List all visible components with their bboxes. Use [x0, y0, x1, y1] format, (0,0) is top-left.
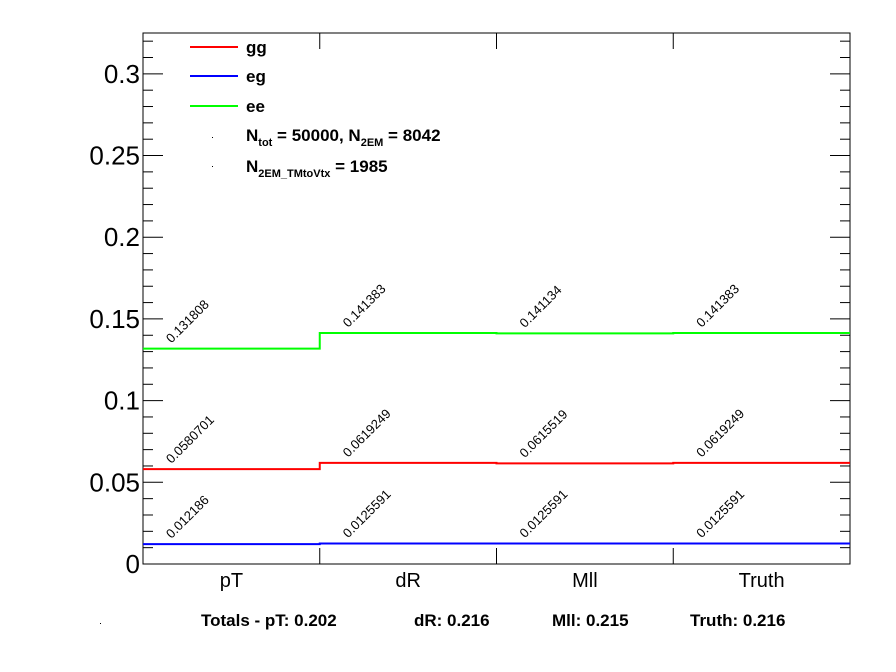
data-label-gg: 0.0580701 [163, 412, 217, 466]
x-category-label: Truth [739, 570, 785, 592]
series-line-gg [143, 461, 850, 471]
totals-truth: Truth: 0.216 [690, 611, 786, 630]
y-tick-label: 0 [126, 549, 140, 579]
x-category-label: dR [395, 570, 421, 592]
series-lines [143, 332, 850, 546]
y-tick-label: 0.2 [104, 222, 140, 252]
data-label-eg: 0.012186 [163, 492, 212, 541]
legend-label-eg: eg [246, 67, 266, 86]
totals-mll: Mll: 0.215 [552, 611, 629, 630]
data-label-gg: 0.0615519 [516, 406, 570, 460]
y-tick-label: 0.1 [104, 386, 140, 416]
legend-marker-info1 [212, 137, 213, 138]
data-label-ee: 0.141134 [516, 282, 564, 330]
y-tick-label: 0.25 [89, 141, 140, 171]
data-label-ee: 0.141383 [340, 281, 389, 330]
totals-dr: dR: 0.216 [414, 611, 490, 630]
legend-label-ee: ee [246, 97, 265, 116]
data-label-ee: 0.131808 [163, 297, 212, 346]
series-line-ee [143, 332, 850, 350]
y-tick-label: 0.3 [104, 59, 140, 89]
data-label-gg: 0.0619249 [340, 406, 394, 460]
legend-marker-info2 [212, 166, 213, 167]
data-label-eg: 0.0125591 [340, 487, 394, 541]
y-axis: 0 0.05 0.1 0.15 0.2 0.25 0.3 [89, 59, 140, 579]
y-tick-label: 0.05 [89, 467, 140, 497]
minor-ticks [143, 40, 850, 565]
data-label-ee: 0.141383 [693, 281, 742, 330]
legend-label-gg: gg [246, 38, 267, 57]
y-tick-label: 0.15 [89, 304, 140, 334]
x-category-label: pT [220, 570, 243, 592]
data-label-eg: 0.0125591 [516, 487, 570, 541]
x-axis: pT dR Mll Truth [220, 33, 785, 592]
data-label-gg: 0.0619249 [693, 406, 747, 460]
legend-info-vtx: N2EM_TMtoVtx = 1985 [246, 157, 388, 180]
footer-dot [100, 623, 101, 624]
data-label-eg: 0.0125591 [693, 487, 747, 541]
series-line-eg [143, 542, 850, 546]
legend: gg eg ee Ntot = 50000, N2EM = 8042 N2EM_… [190, 38, 441, 180]
totals-pt: Totals - pT: 0.202 [201, 611, 337, 630]
data-labels: 0.0580701 0.0619249 0.0615519 0.0619249 0.01… [163, 281, 747, 541]
x-category-label: Mll [572, 570, 598, 592]
legend-info-counts: Ntot = 50000, N2EM = 8042 [246, 126, 441, 149]
